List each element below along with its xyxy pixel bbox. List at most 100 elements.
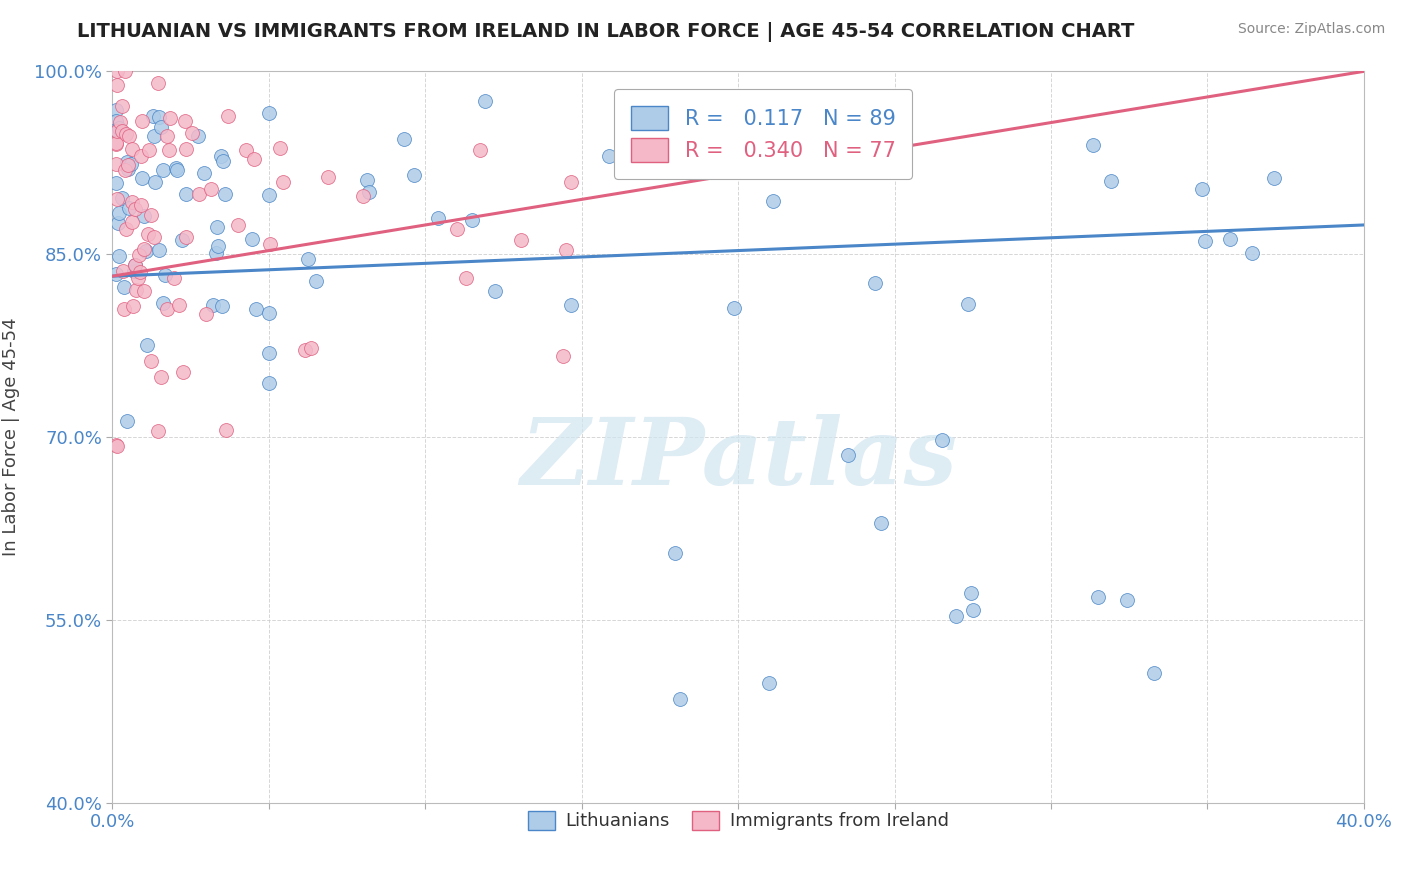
Text: LITHUANIAN VS IMMIGRANTS FROM IRELAND IN LABOR FORCE | AGE 45-54 CORRELATION CHA: LITHUANIAN VS IMMIGRANTS FROM IRELAND IN… <box>77 22 1135 42</box>
Point <box>560 175 582 189</box>
Point <box>111 191 134 205</box>
Point <box>202 298 225 312</box>
Point <box>148 244 170 258</box>
Point <box>120 157 142 171</box>
Point <box>111 124 134 138</box>
Point <box>554 243 576 257</box>
Point <box>132 210 155 224</box>
Point <box>142 109 165 123</box>
Point <box>297 252 319 267</box>
Point <box>1191 182 1213 196</box>
Point <box>402 168 425 182</box>
Point <box>356 173 378 187</box>
Point <box>945 608 967 623</box>
Point <box>105 64 128 78</box>
Point <box>245 302 267 317</box>
Point <box>114 64 136 78</box>
Point <box>139 354 162 368</box>
Point <box>104 176 127 190</box>
Point <box>187 129 209 144</box>
Point <box>211 299 233 313</box>
Point <box>165 161 187 176</box>
Point <box>156 129 179 144</box>
Point <box>257 376 280 390</box>
Point <box>121 195 143 210</box>
Point <box>104 103 127 117</box>
Point <box>141 208 163 222</box>
Point <box>114 163 136 178</box>
Point <box>209 148 232 162</box>
Text: Source: ZipAtlas.com: Source: ZipAtlas.com <box>1237 22 1385 37</box>
Point <box>762 194 785 209</box>
Point <box>474 94 496 108</box>
Point <box>863 277 886 291</box>
Point <box>117 154 139 169</box>
Point <box>104 137 127 152</box>
Point <box>294 343 316 358</box>
Point <box>269 141 291 155</box>
Point <box>243 152 266 166</box>
Point <box>163 270 186 285</box>
Point <box>129 265 152 279</box>
Point <box>131 114 153 128</box>
Point <box>1263 170 1285 185</box>
Point <box>352 189 374 203</box>
Point <box>446 222 468 236</box>
Point <box>150 120 173 134</box>
Point <box>115 222 138 236</box>
Point <box>172 365 194 379</box>
Point <box>392 132 415 146</box>
Point <box>117 158 139 172</box>
Point <box>207 220 229 235</box>
Point <box>426 211 449 226</box>
Point <box>112 302 135 317</box>
Point <box>217 110 239 124</box>
Point <box>146 76 169 90</box>
Point <box>195 307 218 321</box>
Point <box>204 245 226 260</box>
Point <box>174 230 197 244</box>
Point <box>214 186 236 201</box>
Point <box>118 128 141 143</box>
Point <box>104 114 127 128</box>
Point <box>129 148 152 162</box>
Point <box>124 202 146 216</box>
Point <box>456 270 478 285</box>
Point <box>758 675 780 690</box>
Point <box>105 192 128 206</box>
Point <box>135 338 157 352</box>
Point <box>188 186 211 201</box>
Point <box>174 187 197 202</box>
Point <box>510 234 533 248</box>
Point <box>112 264 135 278</box>
Point <box>105 136 128 150</box>
Point <box>962 603 984 617</box>
Point <box>142 230 165 244</box>
Point <box>131 171 153 186</box>
Point <box>136 227 159 241</box>
Point <box>118 201 141 215</box>
Point <box>174 113 197 128</box>
Point <box>122 299 145 313</box>
Point <box>257 306 280 320</box>
Point <box>127 271 149 285</box>
Point <box>723 301 745 316</box>
Point <box>257 188 280 202</box>
Point <box>305 274 328 288</box>
Point <box>107 206 129 220</box>
Point <box>668 692 690 706</box>
Point <box>931 433 953 447</box>
Point <box>157 143 180 157</box>
Point <box>159 112 181 126</box>
Point <box>152 296 174 310</box>
Point <box>107 216 129 230</box>
Point <box>104 268 127 282</box>
Point <box>598 149 620 163</box>
Point <box>149 369 172 384</box>
Point <box>1194 235 1216 249</box>
Point <box>461 213 484 227</box>
Point <box>152 162 174 177</box>
Point <box>153 268 176 282</box>
Point <box>104 123 127 137</box>
Point <box>117 414 139 428</box>
